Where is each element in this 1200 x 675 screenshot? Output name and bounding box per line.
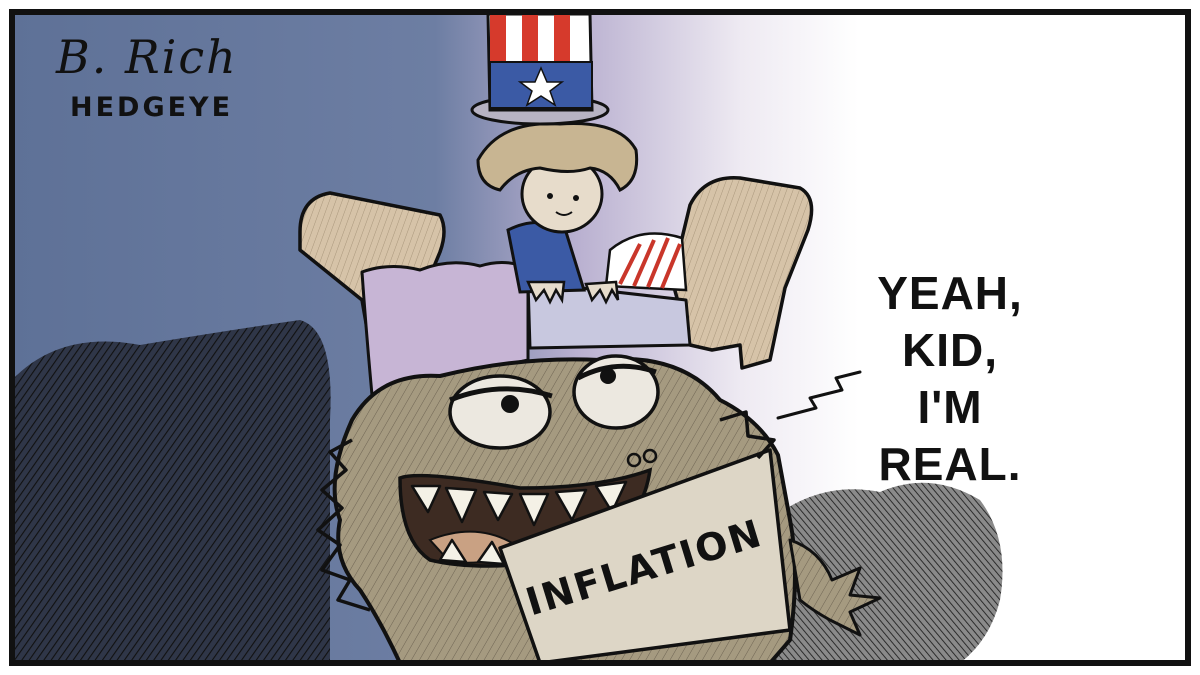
monster-claw	[788, 538, 882, 637]
publisher-name: HEDGEYE	[70, 92, 234, 123]
speech-pointer-line	[776, 370, 862, 420]
inflation-banner	[498, 448, 792, 665]
speech-line: YEAH,	[877, 267, 1023, 319]
bed-post-right	[670, 175, 814, 370]
speech-line: REAL.	[878, 438, 1022, 490]
monster-teeth	[410, 480, 628, 566]
panel-border	[9, 9, 1191, 666]
monster-eyes	[448, 354, 660, 450]
monster-nostrils	[626, 448, 658, 468]
child-eye-left	[547, 193, 553, 199]
artist-signature: B. Rich	[56, 30, 238, 84]
hat-star-icon	[517, 66, 565, 107]
blanket	[360, 261, 530, 397]
speech-line: I'M	[917, 381, 983, 433]
child-smile	[555, 211, 573, 216]
monster-spikes	[316, 438, 371, 612]
speech-line: KID,	[902, 324, 998, 376]
monster-horn	[719, 410, 776, 460]
dark-scribble-shadow	[12, 320, 331, 663]
child-eye-right	[573, 195, 579, 201]
hat-stripes	[490, 14, 570, 62]
mattress	[526, 280, 692, 350]
child-hands	[526, 280, 620, 305]
speech-text: YEAH, KID, I'M REAL.	[855, 265, 1045, 493]
